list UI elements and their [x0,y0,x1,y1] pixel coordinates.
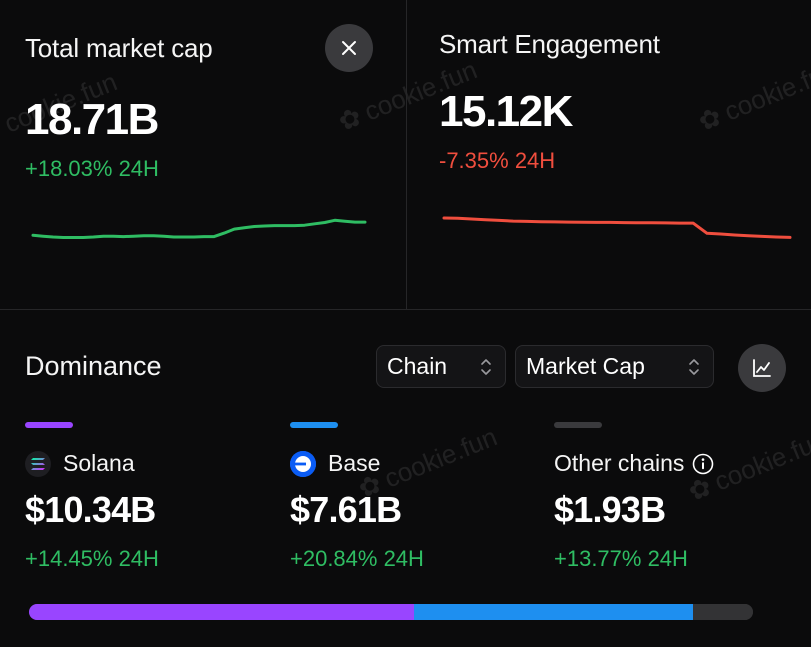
chain-stat-other: Other chains $1.93B +13.77% 24H [554,422,794,571]
color-bar [25,422,73,428]
chain-change: +13.77% 24H [554,546,688,571]
base-icon [290,450,316,477]
chart-view-button[interactable] [738,344,786,392]
chain-change: +20.84% 24H [290,546,424,571]
smart-engagement-card: Smart Engagement 15.12K -7.35% 24H [407,0,811,309]
line-chart-icon [753,359,771,377]
market-cap-card: Total market cap 18.71B +18.03% 24H [0,0,406,309]
chain-stat-base: Base $7.61B +20.84% 24H [290,422,530,571]
dominance-segment-solana [29,604,415,620]
chevron-up-down-icon [689,358,699,375]
info-icon[interactable] [692,453,714,475]
color-bar [290,422,338,428]
close-button[interactable] [325,24,373,72]
engagement-value: 15.12K [439,87,573,136]
chain-label: Other chains [554,450,714,477]
chevron-up-down-icon [481,358,491,375]
solana-icon [25,450,51,477]
chain-label: Base [290,450,380,477]
section-title: Dominance [25,351,162,381]
dominance-segment-base [414,604,693,620]
chain-name: Base [328,450,381,476]
chain-select[interactable]: Chain [376,345,506,388]
chain-stat-solana: Solana $10.34B +14.45% 24H [25,422,265,571]
dominance-section: Dominance Chain Market Cap [0,310,811,647]
color-bar [554,422,602,428]
dominance-bar [29,604,753,620]
sparkline-line [31,218,367,239]
engagement-change: -7.35% 24H [439,148,556,173]
card-title: Smart Engagement [439,29,660,59]
chain-select-value: Chain [387,353,448,379]
market-cap-value: 18.71B [25,95,159,144]
horizontal-divider [0,309,811,310]
sparkline-line [442,216,792,239]
metric-select[interactable]: Market Cap [515,345,714,388]
vertical-divider [406,0,407,309]
metric-select-value: Market Cap [526,353,645,379]
chain-value: $10.34B [25,489,156,530]
close-icon [342,41,356,55]
chain-name: Solana [63,450,135,476]
chain-label: Solana [25,450,135,477]
engagement-sparkline [442,216,792,239]
chain-value: $7.61B [290,489,402,530]
chain-change: +14.45% 24H [25,546,159,571]
market-cap-sparkline [31,218,367,239]
market-cap-change: +18.03% 24H [25,156,159,181]
dominance-segment-other [692,604,753,620]
chain-name: Other chains [554,450,685,476]
chain-value: $1.93B [554,489,666,530]
card-title: Total market cap [25,33,213,63]
